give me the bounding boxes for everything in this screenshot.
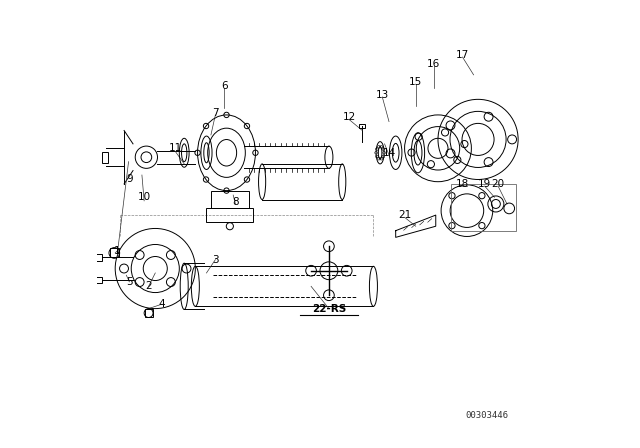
Bar [95,276,102,283]
Text: 6: 6 [221,81,228,91]
Bar [95,254,102,260]
Text: 12: 12 [342,112,356,122]
Text: 9: 9 [127,174,133,185]
Bar [110,249,119,258]
Text: 10: 10 [138,192,150,202]
Bar [145,309,152,317]
Text: 00303446: 00303446 [465,411,508,420]
Text: 3: 3 [212,254,219,265]
Text: 18: 18 [456,179,469,189]
Bar [451,184,516,231]
Text: 5: 5 [126,277,132,287]
Bar [102,152,108,163]
Text: 21: 21 [398,210,412,220]
Text: 11: 11 [169,143,182,153]
Text: 2: 2 [145,281,152,291]
Text: 15: 15 [409,77,422,86]
Text: 16: 16 [427,59,440,69]
Bar [359,124,365,128]
Bar [207,208,253,222]
Text: 7: 7 [212,108,219,118]
Text: 20: 20 [492,179,505,189]
Text: 17: 17 [456,50,469,60]
Text: 8: 8 [232,197,239,207]
Bar [211,190,249,208]
Text: 19: 19 [478,179,492,189]
Text: 13: 13 [376,90,389,100]
Text: 14: 14 [382,148,396,158]
Text: 22-RS: 22-RS [312,304,346,314]
Text: 4: 4 [159,299,165,309]
Text: 1: 1 [114,246,121,256]
